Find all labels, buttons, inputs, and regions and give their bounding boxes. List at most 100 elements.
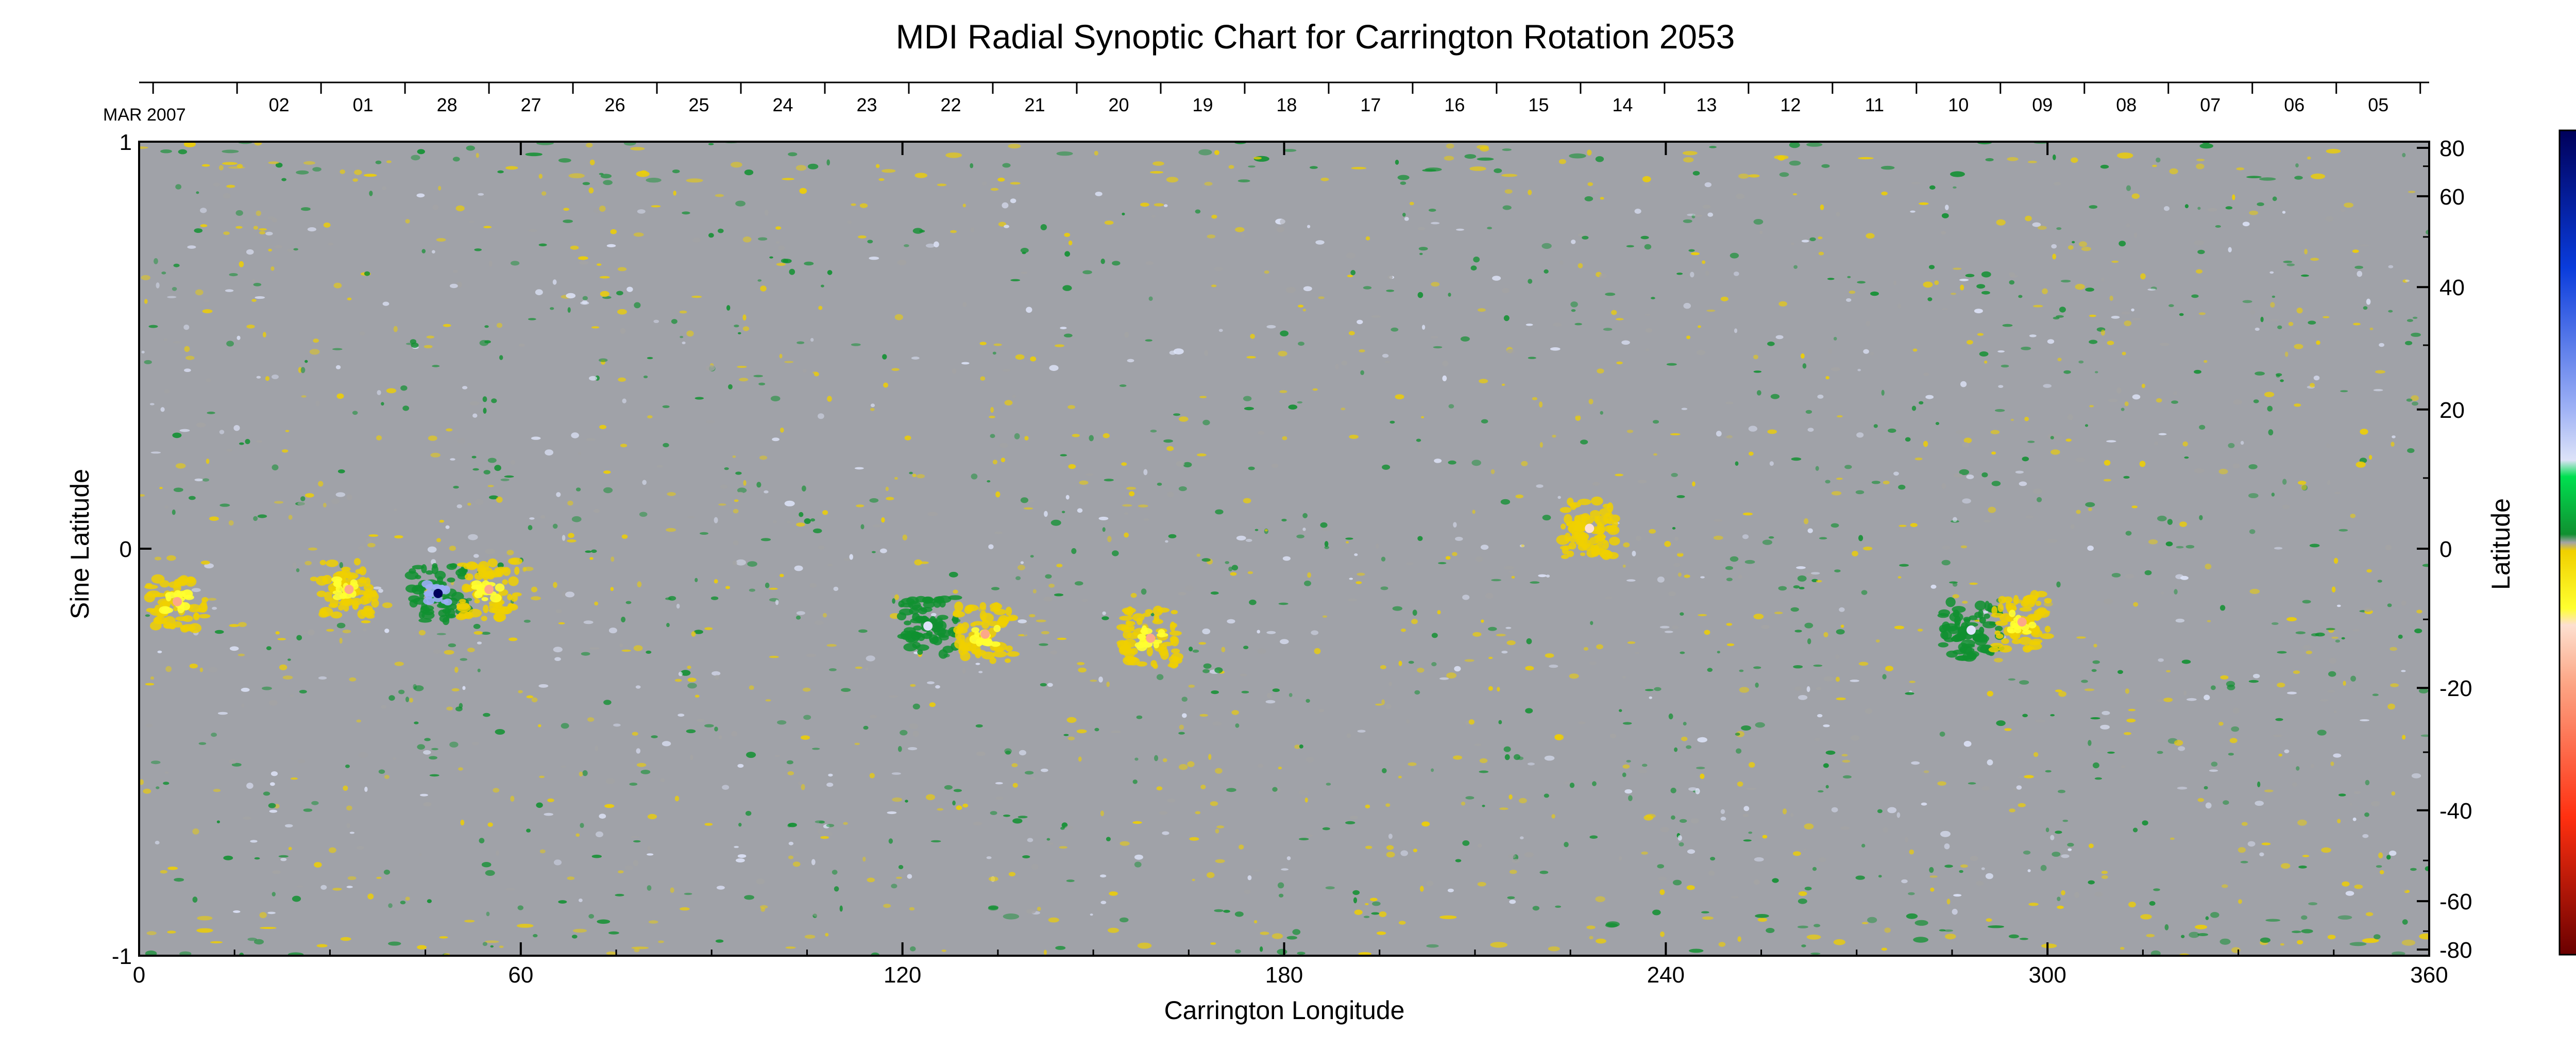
network-element (256, 210, 261, 216)
network-element (526, 828, 531, 833)
active-region-plage (455, 613, 467, 620)
network-element (272, 870, 281, 874)
network-element (571, 935, 578, 939)
network-element (1036, 619, 1046, 622)
active-region-plage (1590, 510, 1601, 518)
network-element (2101, 277, 2105, 282)
network-element (1024, 436, 1029, 441)
network-element (1898, 484, 1906, 490)
network-element (900, 730, 908, 736)
network-element (2379, 343, 2385, 347)
network-element (1159, 811, 1168, 815)
network-element (937, 183, 947, 187)
network-element (892, 797, 903, 802)
network-element (694, 578, 698, 582)
network-element (1582, 235, 1589, 240)
network-element (1525, 666, 1534, 671)
network-element (690, 754, 693, 760)
network-element (1178, 732, 1185, 735)
network-element (349, 677, 357, 682)
network-element (1546, 574, 1550, 578)
network-element (1791, 457, 1802, 461)
active-region-core (495, 583, 505, 592)
network-element (517, 905, 523, 910)
network-element (163, 782, 170, 785)
network-element (653, 319, 659, 323)
network-element (145, 950, 157, 956)
network-element (494, 465, 501, 471)
network-element (998, 222, 1006, 227)
network-element (1198, 149, 1212, 156)
network-element (266, 646, 272, 650)
network-element (2402, 919, 2408, 925)
network-element (1671, 815, 1675, 820)
network-element (364, 786, 368, 792)
network-element (1793, 665, 1803, 669)
network-element (331, 498, 340, 504)
network-element (2181, 659, 2191, 664)
network-element (1600, 197, 1604, 200)
network-element (1952, 582, 1958, 587)
network-element (1660, 827, 1669, 833)
network-element (1192, 649, 1199, 653)
active-region-plage (201, 600, 207, 609)
active-region-plage (971, 648, 978, 654)
network-element (1985, 873, 1993, 879)
network-element (462, 386, 468, 389)
network-element (2242, 300, 2252, 303)
network-element (2406, 398, 2413, 402)
network-element (1257, 764, 1264, 768)
network-element (1201, 183, 1207, 190)
network-element (1736, 748, 1742, 754)
network-element (2219, 605, 2226, 611)
network-element (1068, 240, 1073, 246)
network-element (1204, 181, 1213, 186)
network-element (1640, 235, 1649, 240)
network-element (263, 791, 270, 796)
network-element (1517, 756, 1524, 760)
network-element (2287, 691, 2297, 695)
network-element (779, 353, 783, 359)
network-element (2160, 343, 2170, 346)
network-element (2375, 370, 2385, 374)
latitude-tick-label: 40 (2439, 275, 2465, 300)
network-element (222, 162, 238, 165)
network-element (1199, 396, 1207, 398)
network-element (167, 930, 176, 934)
network-element (1905, 437, 1911, 442)
network-element (144, 360, 152, 364)
network-element (1702, 205, 1711, 209)
network-element (2180, 575, 2189, 580)
network-element (757, 279, 762, 282)
network-element (2257, 202, 2264, 206)
network-element (1294, 744, 1301, 749)
network-element (1078, 667, 1087, 673)
network-element (775, 241, 780, 244)
network-element (2108, 398, 2118, 402)
network-element (1921, 770, 1930, 774)
network-element (774, 755, 780, 757)
network-element (1178, 486, 1187, 492)
network-element (1120, 841, 1130, 846)
network-element (1911, 761, 1920, 765)
y-axis-ticks: -101 (112, 130, 151, 969)
active-region-core (1574, 519, 1586, 524)
network-element (1798, 899, 1807, 904)
network-element (468, 534, 478, 540)
network-element (799, 512, 804, 517)
network-element (686, 729, 696, 734)
network-element (2071, 157, 2078, 163)
network-element (386, 388, 397, 394)
network-element (2228, 247, 2232, 252)
magnetogram-plot (138, 141, 2430, 957)
network-element (759, 455, 768, 460)
network-element (1821, 164, 1830, 168)
network-element (471, 741, 479, 746)
network-element (2207, 620, 2211, 622)
network-element (736, 559, 746, 566)
network-element (2328, 671, 2336, 677)
network-element (1066, 879, 1075, 883)
network-element (2340, 390, 2348, 393)
network-element (912, 473, 917, 478)
active-region (455, 557, 523, 622)
